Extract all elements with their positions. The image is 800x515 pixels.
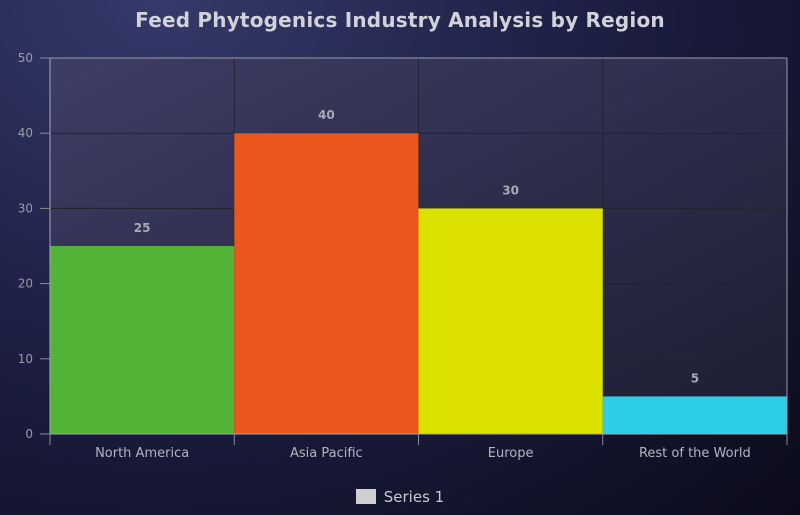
legend: Series 1 <box>0 488 800 506</box>
bar <box>602 396 787 434</box>
x-tick-label: Asia Pacific <box>290 446 363 461</box>
data-label: 30 <box>502 183 519 197</box>
y-tick-label: 40 <box>18 126 33 140</box>
y-tick-label: 30 <box>18 201 33 215</box>
x-tick-label: Europe <box>488 446 534 461</box>
x-tick-label: Rest of the World <box>639 446 751 461</box>
y-tick-label: 10 <box>18 352 33 366</box>
legend-label: Series 1 <box>383 488 445 506</box>
bars <box>50 133 787 434</box>
y-tick-label: 50 <box>18 51 33 65</box>
data-label: 40 <box>318 108 335 122</box>
data-labels: 25 40 30 5 <box>134 108 699 385</box>
legend-swatch <box>355 489 376 504</box>
bar <box>234 133 419 434</box>
y-tick-label: 20 <box>18 277 33 291</box>
data-label: 25 <box>134 221 151 235</box>
x-tick-label: North America <box>95 446 189 461</box>
chart-title: Feed Phytogenics Industry Analysis by Re… <box>135 8 665 32</box>
axes: 0 10 20 30 40 50 North America Asia Pacific Euro… <box>18 51 788 461</box>
data-label: 5 <box>691 371 699 385</box>
bar <box>50 246 235 434</box>
y-tick-label: 0 <box>25 427 33 441</box>
bar <box>418 208 603 434</box>
